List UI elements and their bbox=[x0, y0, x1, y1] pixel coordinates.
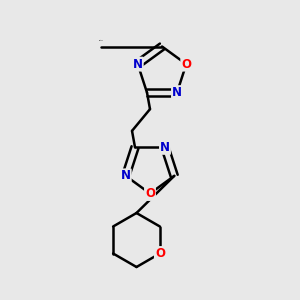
Text: N: N bbox=[121, 169, 131, 182]
Text: O: O bbox=[155, 247, 165, 260]
Text: methyl: methyl bbox=[99, 40, 104, 41]
Text: N: N bbox=[172, 86, 182, 99]
Text: O: O bbox=[181, 58, 191, 70]
Text: N: N bbox=[133, 58, 143, 70]
Text: N: N bbox=[160, 141, 170, 154]
Text: O: O bbox=[145, 187, 155, 200]
